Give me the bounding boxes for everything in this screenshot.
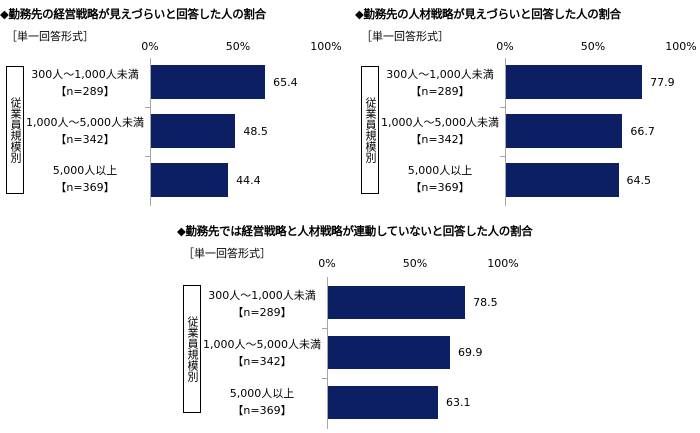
answer-format-label: ［単一回答形式］ <box>361 30 449 43</box>
group-label-box: 従業員規模別 <box>6 66 24 194</box>
data-label: 66.7 <box>630 125 655 138</box>
category-label: 5,000人以上 【n=369】 <box>375 162 505 196</box>
category-label: 1,000人～5,000人未満 【n=342】 <box>197 336 327 370</box>
tick-label-50: 50% <box>580 40 606 53</box>
group-label: 従業員規模別 <box>364 97 377 163</box>
tick-label-0: 0% <box>318 257 336 270</box>
category-name: 5,000人以上 <box>229 387 295 400</box>
chart-panel-management-strategy: ◆勤務先の経営戦略が見えづらいと回答した人の割合 ［単一回答形式］ 0% 50%… <box>0 6 345 216</box>
category-n: 【n=342】 <box>410 133 470 146</box>
category-name: 300人～1,000人未満 <box>208 289 316 302</box>
tick-label-100: 100% <box>310 40 342 53</box>
tick-label-0: 0% <box>141 40 159 53</box>
category-n: 【n=289】 <box>410 85 470 98</box>
category-name: 300人～1,000人未満 <box>31 68 139 81</box>
category-n: 【n=289】 <box>55 85 115 98</box>
category-divider <box>322 328 327 329</box>
category-label: 300人～1,000人未満 【n=289】 <box>197 287 327 321</box>
category-name: 5,000人以上 <box>407 164 473 177</box>
category-name: 5,000人以上 <box>52 164 118 177</box>
y-axis-line <box>327 277 328 429</box>
group-label: 従業員規模別 <box>186 316 199 382</box>
data-label: 48.5 <box>243 125 268 138</box>
category-n: 【n=369】 <box>232 404 292 417</box>
tick-label-50: 50% <box>225 40 251 53</box>
category-divider <box>145 156 150 157</box>
category-n: 【n=342】 <box>55 133 115 146</box>
bar <box>328 386 439 419</box>
chart-panel-hr-strategy: ◆勤務先の人材戦略が見えづらいと回答した人の割合 ［単一回答形式］ 0% 50%… <box>355 6 700 216</box>
bar <box>328 336 451 369</box>
answer-format-label: ［単一回答形式］ <box>183 247 271 260</box>
group-label-box: 従業員規模別 <box>361 66 379 194</box>
data-label: 64.5 <box>626 174 652 187</box>
bar <box>151 65 266 99</box>
category-name: 300人～1,000人未満 <box>386 68 494 81</box>
bar <box>506 65 643 99</box>
category-n: 【n=369】 <box>410 181 470 194</box>
tick-label-0: 0% <box>496 40 514 53</box>
data-label: 44.4 <box>236 174 261 187</box>
y-axis-line <box>505 58 506 206</box>
category-n: 【n=369】 <box>55 181 115 194</box>
category-label: 1,000人～5,000人未満 【n=342】 <box>375 114 505 148</box>
category-n: 【n=289】 <box>232 306 292 319</box>
tick-label-50: 50% <box>402 257 428 270</box>
answer-format-label: ［単一回答形式］ <box>6 30 94 43</box>
bar <box>151 163 229 197</box>
category-divider <box>145 107 150 108</box>
category-label: 1,000人～5,000人未満 【n=342】 <box>20 114 150 148</box>
chart-panel-strategy-alignment: ◆勤務先では経営戦略と人材戦略が連動していないと回答した人の割合 ［単一回答形式… <box>177 223 533 433</box>
chart-title: ◆勤務先では経営戦略と人材戦略が連動していないと回答した人の割合 <box>177 224 533 238</box>
category-name: 1,000人～5,000人未満 <box>203 338 321 351</box>
data-label: 63.1 <box>446 396 471 409</box>
category-label: 5,000人以上 【n=369】 <box>197 385 327 419</box>
bar <box>506 114 623 148</box>
data-label: 78.5 <box>473 296 498 309</box>
category-n: 【n=342】 <box>232 355 292 368</box>
group-label-box: 従業員規模別 <box>183 285 201 413</box>
bar <box>328 286 466 319</box>
category-label: 300人～1,000人未満 【n=289】 <box>375 66 505 100</box>
category-name: 1,000人～5,000人未満 <box>381 116 499 129</box>
data-label: 77.9 <box>650 76 675 89</box>
category-divider <box>500 156 505 157</box>
chart-title: ◆勤務先の人材戦略が見えづらいと回答した人の割合 <box>355 7 621 21</box>
group-label: 従業員規模別 <box>9 97 22 163</box>
tick-label-100: 100% <box>487 257 519 270</box>
category-divider <box>500 107 505 108</box>
y-axis-line <box>150 58 151 206</box>
category-name: 1,000人～5,000人未満 <box>26 116 144 129</box>
data-label: 69.9 <box>458 346 483 359</box>
bar <box>151 114 236 148</box>
tick-label-100: 100% <box>665 40 697 53</box>
category-label: 300人～1,000人未満 【n=289】 <box>20 66 150 100</box>
chart-title: ◆勤務先の経営戦略が見えづらいと回答した人の割合 <box>0 7 266 21</box>
data-label: 65.4 <box>273 76 298 89</box>
bar <box>506 163 619 197</box>
category-label: 5,000人以上 【n=369】 <box>20 162 150 196</box>
category-divider <box>322 378 327 379</box>
